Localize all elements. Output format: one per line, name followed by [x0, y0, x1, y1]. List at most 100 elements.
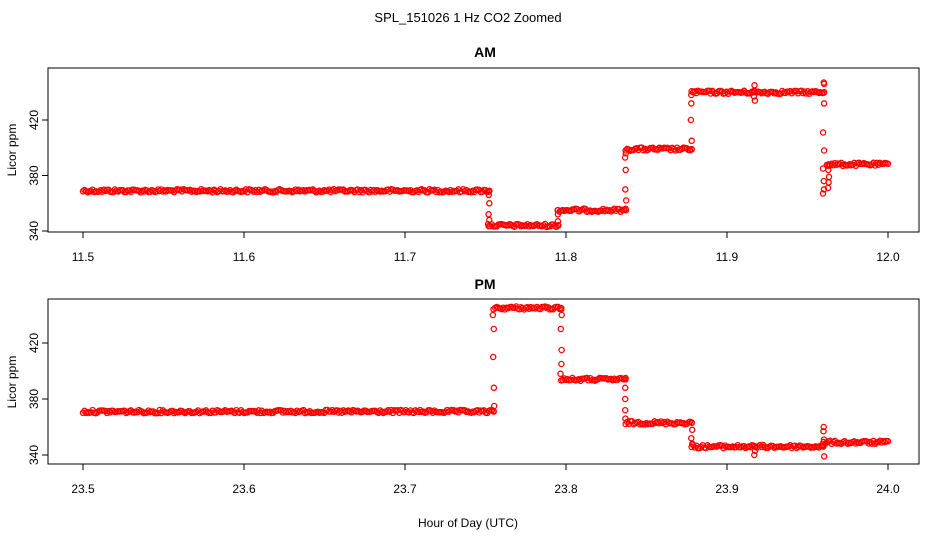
- transition-point: [820, 100, 828, 107]
- am-data-points: [79, 79, 892, 231]
- transition-point: [824, 184, 832, 192]
- pm-x-tick-label: 23.9: [715, 482, 739, 496]
- transition-point: [820, 436, 828, 443]
- am-x-tick-label: 12.0: [876, 250, 900, 264]
- figure-title: SPL_151026 1 Hz CO2 Zoomed: [374, 10, 561, 25]
- transition-point: [689, 440, 696, 448]
- data-point: [657, 418, 665, 425]
- transition-point: [489, 353, 497, 361]
- transition-point: [688, 145, 695, 153]
- am-panel-title: AM: [474, 44, 496, 60]
- transition-point: [622, 166, 629, 174]
- data-point: [871, 440, 879, 448]
- am-y-axis-label: Licor ppm: [5, 124, 19, 177]
- transition-point: [688, 434, 695, 442]
- transition-point: [820, 443, 827, 450]
- transition-point: [687, 116, 695, 124]
- transition-point: [622, 376, 629, 383]
- transition-point: [622, 150, 630, 157]
- transition-point: [554, 218, 562, 225]
- transition-point: [558, 346, 565, 354]
- transition-point: [820, 89, 828, 96]
- transition-point: [622, 415, 629, 422]
- transition-point: [486, 200, 493, 207]
- transition-point: [751, 97, 759, 104]
- pm-x-tick-label: 23.8: [554, 482, 578, 496]
- transition-point: [820, 423, 827, 431]
- transition-point: [485, 191, 493, 199]
- transition-point: [622, 186, 629, 193]
- transition-point: [820, 453, 828, 460]
- transition-point: [555, 222, 562, 229]
- transition-point: [820, 79, 828, 86]
- am-plot-frame: [47, 67, 920, 233]
- am-x-tick-label: 11.6: [233, 250, 256, 264]
- transition-point: [622, 206, 630, 214]
- transition-point: [751, 443, 759, 450]
- pm-x-tick-label: 23.5: [71, 482, 95, 496]
- transition-point: [490, 402, 498, 410]
- am-y-tick-label: 420: [27, 110, 41, 130]
- am-y-tick-label: 340: [27, 221, 41, 241]
- am-x-tick-label: 11.9: [716, 250, 739, 264]
- transition-point: [554, 206, 561, 214]
- transition-point: [621, 406, 629, 414]
- transition-point: [622, 197, 630, 204]
- transition-point: [688, 137, 695, 145]
- data-point: [482, 186, 489, 194]
- pm-y-tick-label: 340: [27, 445, 41, 465]
- transition-point: [490, 325, 498, 333]
- transition-point: [819, 129, 827, 136]
- data-point: [380, 409, 387, 417]
- pm-x-tick-label: 24.0: [876, 482, 900, 496]
- transition-point: [484, 220, 492, 228]
- data-point: [865, 440, 872, 447]
- transition-point: [819, 190, 827, 197]
- data-point: [384, 407, 392, 414]
- transition-point: [557, 325, 565, 333]
- pm-x-tick-label: 23.6: [232, 482, 256, 496]
- transition-point: [486, 187, 493, 195]
- am-y-tick-label: 380: [27, 165, 41, 185]
- data-point: [137, 189, 144, 196]
- transition-point: [820, 147, 828, 154]
- data-point: [884, 160, 892, 168]
- transition-point: [557, 304, 565, 312]
- pm-y-axis: 340 380 420: [27, 333, 48, 465]
- pm-x-tick-label: 23.7: [393, 482, 417, 496]
- transition-point: [819, 165, 827, 172]
- transition-point: [621, 384, 629, 392]
- transition-point: [825, 173, 833, 181]
- pm-panel-title: PM: [475, 276, 496, 292]
- transition-point: [558, 311, 565, 319]
- transition-point: [751, 447, 759, 455]
- transition-point: [485, 211, 492, 218]
- x-axis-label: Hour of Day (UTC): [418, 516, 518, 530]
- transition-point: [688, 419, 696, 427]
- am-panel: AM Licor ppm 11.5 11.6 11.7 11.8 11.9 12.0 34…: [5, 44, 920, 264]
- pm-data-points: [79, 303, 892, 460]
- data-point: [467, 188, 475, 196]
- data-point: [541, 303, 549, 310]
- am-x-tick-label: 11.5: [72, 250, 95, 264]
- transition-point: [688, 91, 695, 99]
- data-point: [884, 438, 892, 445]
- transition-point: [490, 384, 498, 392]
- transition-point: [486, 216, 493, 224]
- am-x-tick-label: 11.7: [394, 250, 417, 264]
- transition-point: [751, 82, 758, 89]
- transition-point: [820, 427, 827, 435]
- pm-plot-frame: [47, 298, 920, 465]
- pm-y-tick-label: 420: [27, 333, 41, 353]
- transition-point: [751, 451, 758, 459]
- transition-point: [621, 395, 629, 403]
- transition-point: [489, 311, 497, 319]
- pm-panel: PM Licor ppm 23.5 23.6 23.7 23.8 23.9 24.0 34…: [5, 276, 920, 496]
- transition-point: [820, 186, 828, 193]
- transition-point: [825, 166, 832, 174]
- pm-y-axis-label: Licor ppm: [5, 356, 19, 409]
- transition-point: [558, 360, 565, 368]
- transition-point: [621, 154, 629, 161]
- am-y-axis: 340 380 420: [27, 110, 48, 241]
